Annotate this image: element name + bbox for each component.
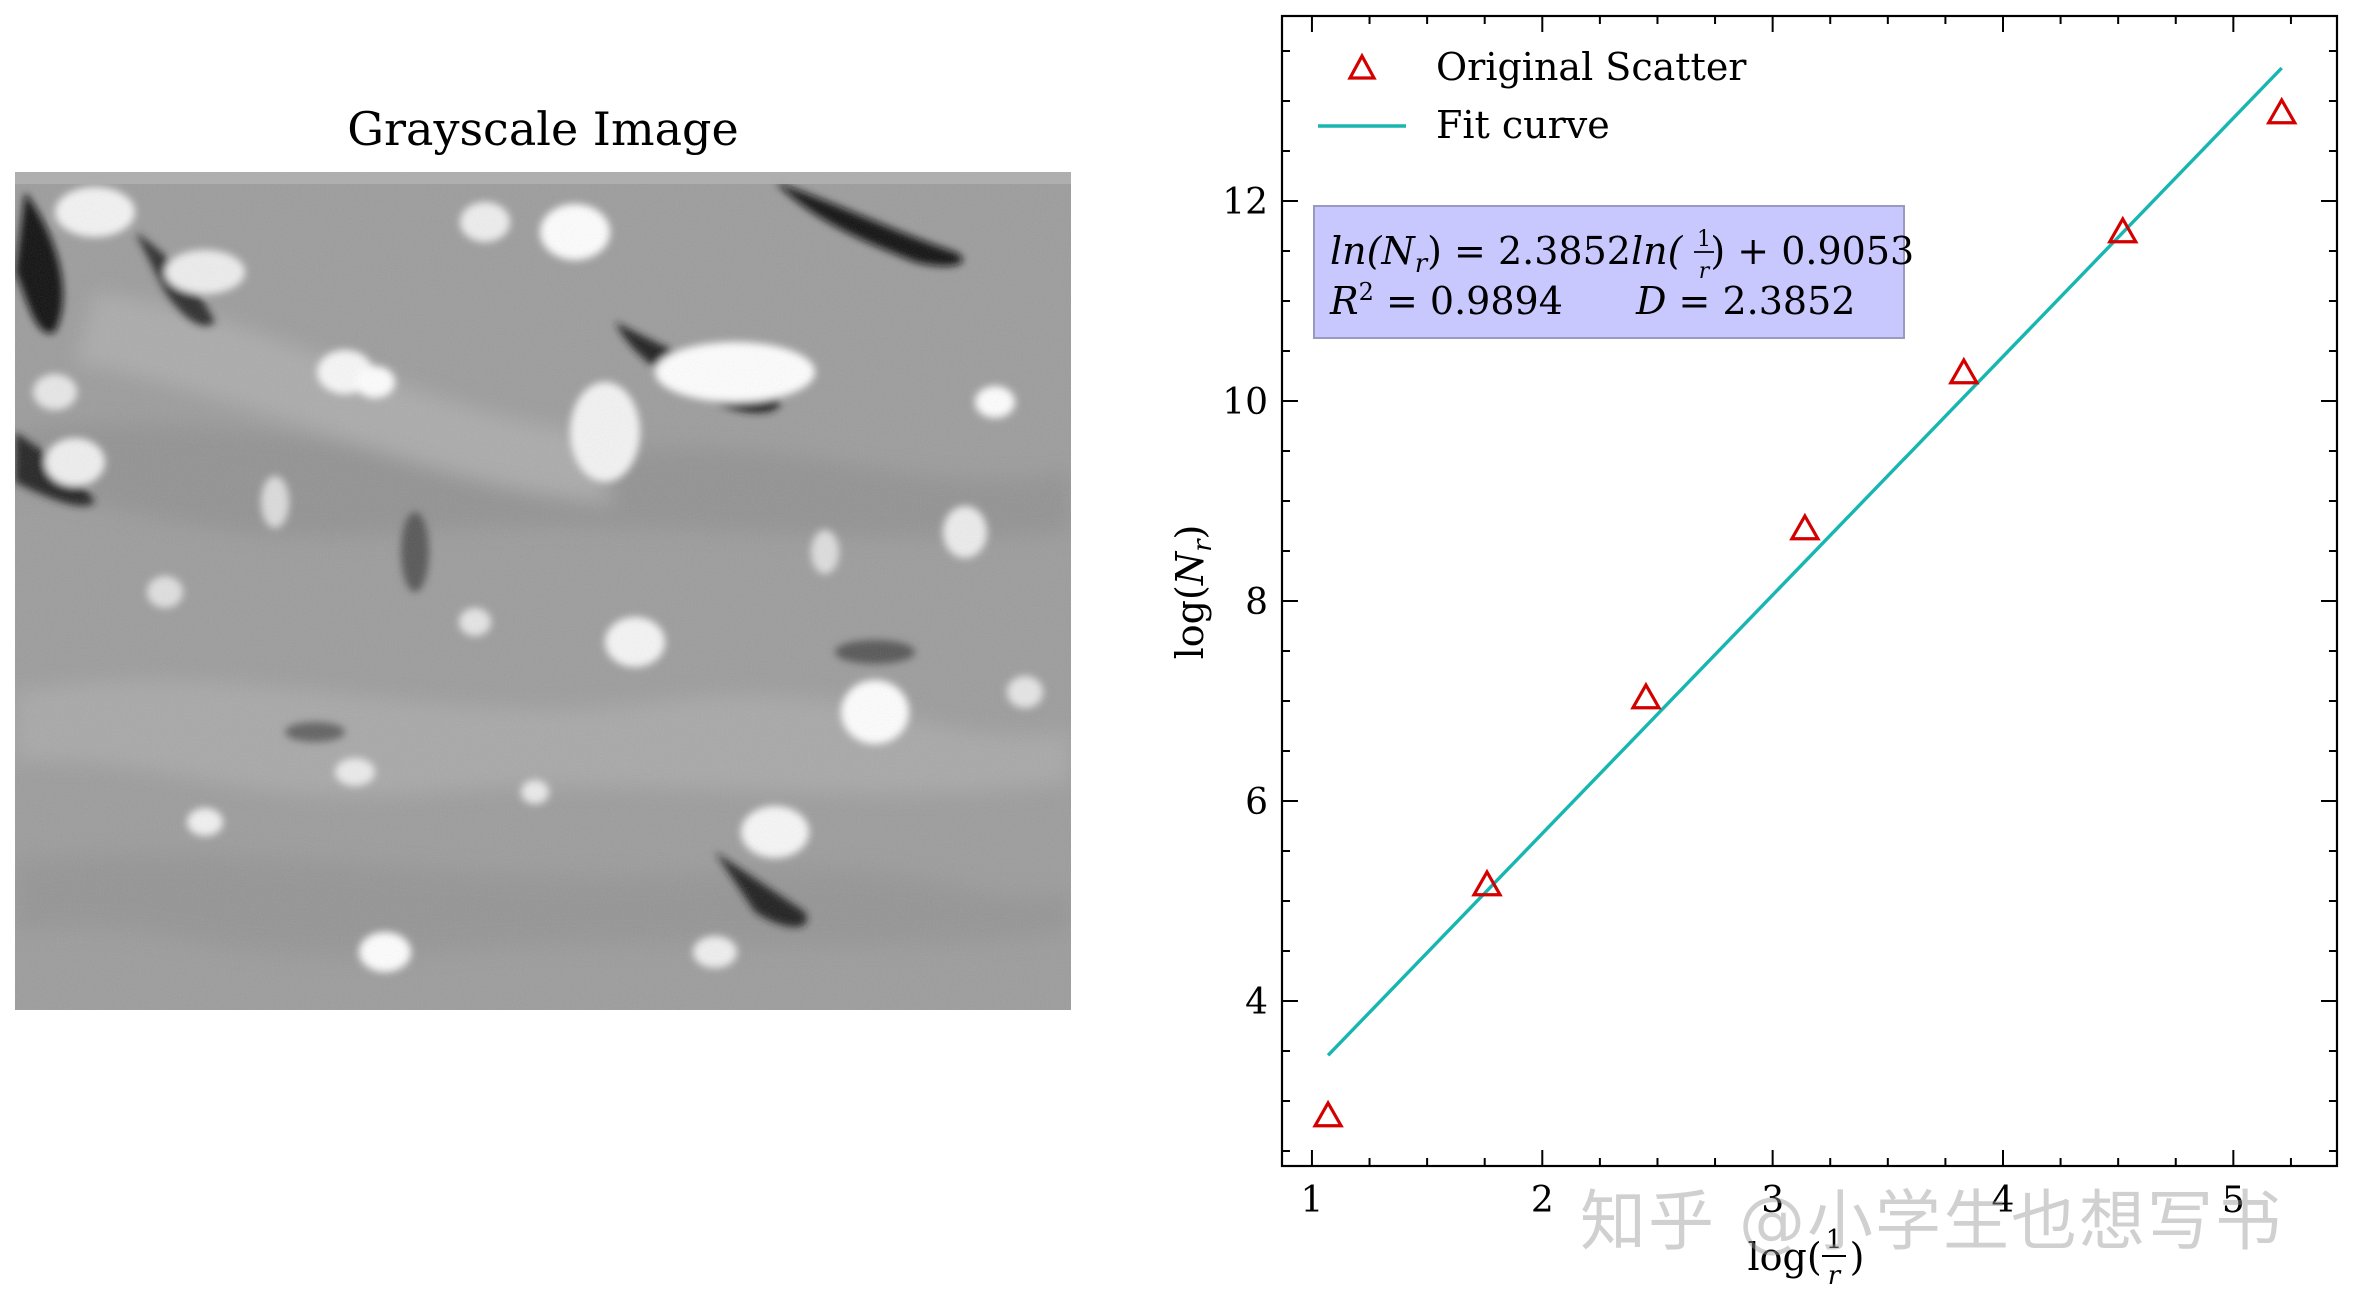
y-axis-label: log(Nr) bbox=[1168, 525, 1218, 660]
legend: Original Scatter Fit curve bbox=[1318, 45, 1747, 147]
grayscale-image bbox=[15, 172, 1071, 1010]
scatter-point bbox=[1312, 1099, 1344, 1128]
x-tick-label: 5 bbox=[2222, 1180, 2245, 1221]
y-tick-label: 10 bbox=[1222, 382, 1268, 423]
annotation-equation: ln(Nr) = 2.3852ln() + 0.9053 bbox=[1330, 229, 1914, 279]
axes-frame bbox=[1280, 14, 2339, 1168]
annotation-r-squared: R2 = 0.9894 bbox=[1329, 278, 1563, 323]
axis-ticks bbox=[1282, 16, 2337, 1166]
watermark: 知乎 @小学生也想写书 bbox=[1580, 1183, 2283, 1260]
y-tick-label: 12 bbox=[1222, 182, 1268, 223]
x-axis-label-fraction: 1 r bbox=[1822, 1225, 1846, 1291]
x-tick-label: 1 bbox=[1300, 1180, 1323, 1221]
scatter-point bbox=[1789, 512, 1821, 541]
y-tick-label: 4 bbox=[1245, 982, 1268, 1023]
y-tick-label: 6 bbox=[1245, 782, 1268, 823]
legend-label-scatter: Original Scatter bbox=[1436, 45, 1747, 89]
fit-annotation: ln(Nr) = 2.3852ln() + 0.9053 1 r R2 = 0.… bbox=[1313, 205, 1914, 339]
svg-text:r: r bbox=[1828, 1261, 1842, 1291]
svg-text:log(Nr): log(Nr) bbox=[1168, 525, 1218, 660]
svg-text:1: 1 bbox=[1697, 227, 1711, 252]
scatter-point bbox=[1630, 681, 1662, 710]
legend-label-fit: Fit curve bbox=[1436, 103, 1610, 147]
x-tick-label: 3 bbox=[1761, 1180, 1784, 1221]
annotation-dimension: D = 2.3852 bbox=[1635, 279, 1855, 323]
scatter-point bbox=[2265, 96, 2298, 125]
annotation-fraction: 1 r bbox=[1694, 227, 1714, 284]
scatter-point bbox=[1471, 868, 1503, 897]
fit-curve-line bbox=[1326, 66, 2283, 1057]
annotation-box bbox=[1313, 205, 1905, 339]
x-tick-label: 2 bbox=[1531, 1180, 1554, 1221]
scatter-point bbox=[1948, 356, 1980, 385]
svg-text:1: 1 bbox=[1826, 1225, 1843, 1255]
image-title: Grayscale Image bbox=[347, 102, 739, 156]
legend-triangle-marker bbox=[1347, 52, 1377, 80]
svg-text:r: r bbox=[1699, 259, 1711, 284]
plot-area bbox=[1312, 66, 2298, 1128]
scatter-point bbox=[2107, 215, 2139, 244]
y-tick-label: 8 bbox=[1245, 582, 1268, 623]
x-tick-label: 4 bbox=[1992, 1180, 2015, 1221]
x-axis-label: log() bbox=[1747, 1235, 1864, 1279]
